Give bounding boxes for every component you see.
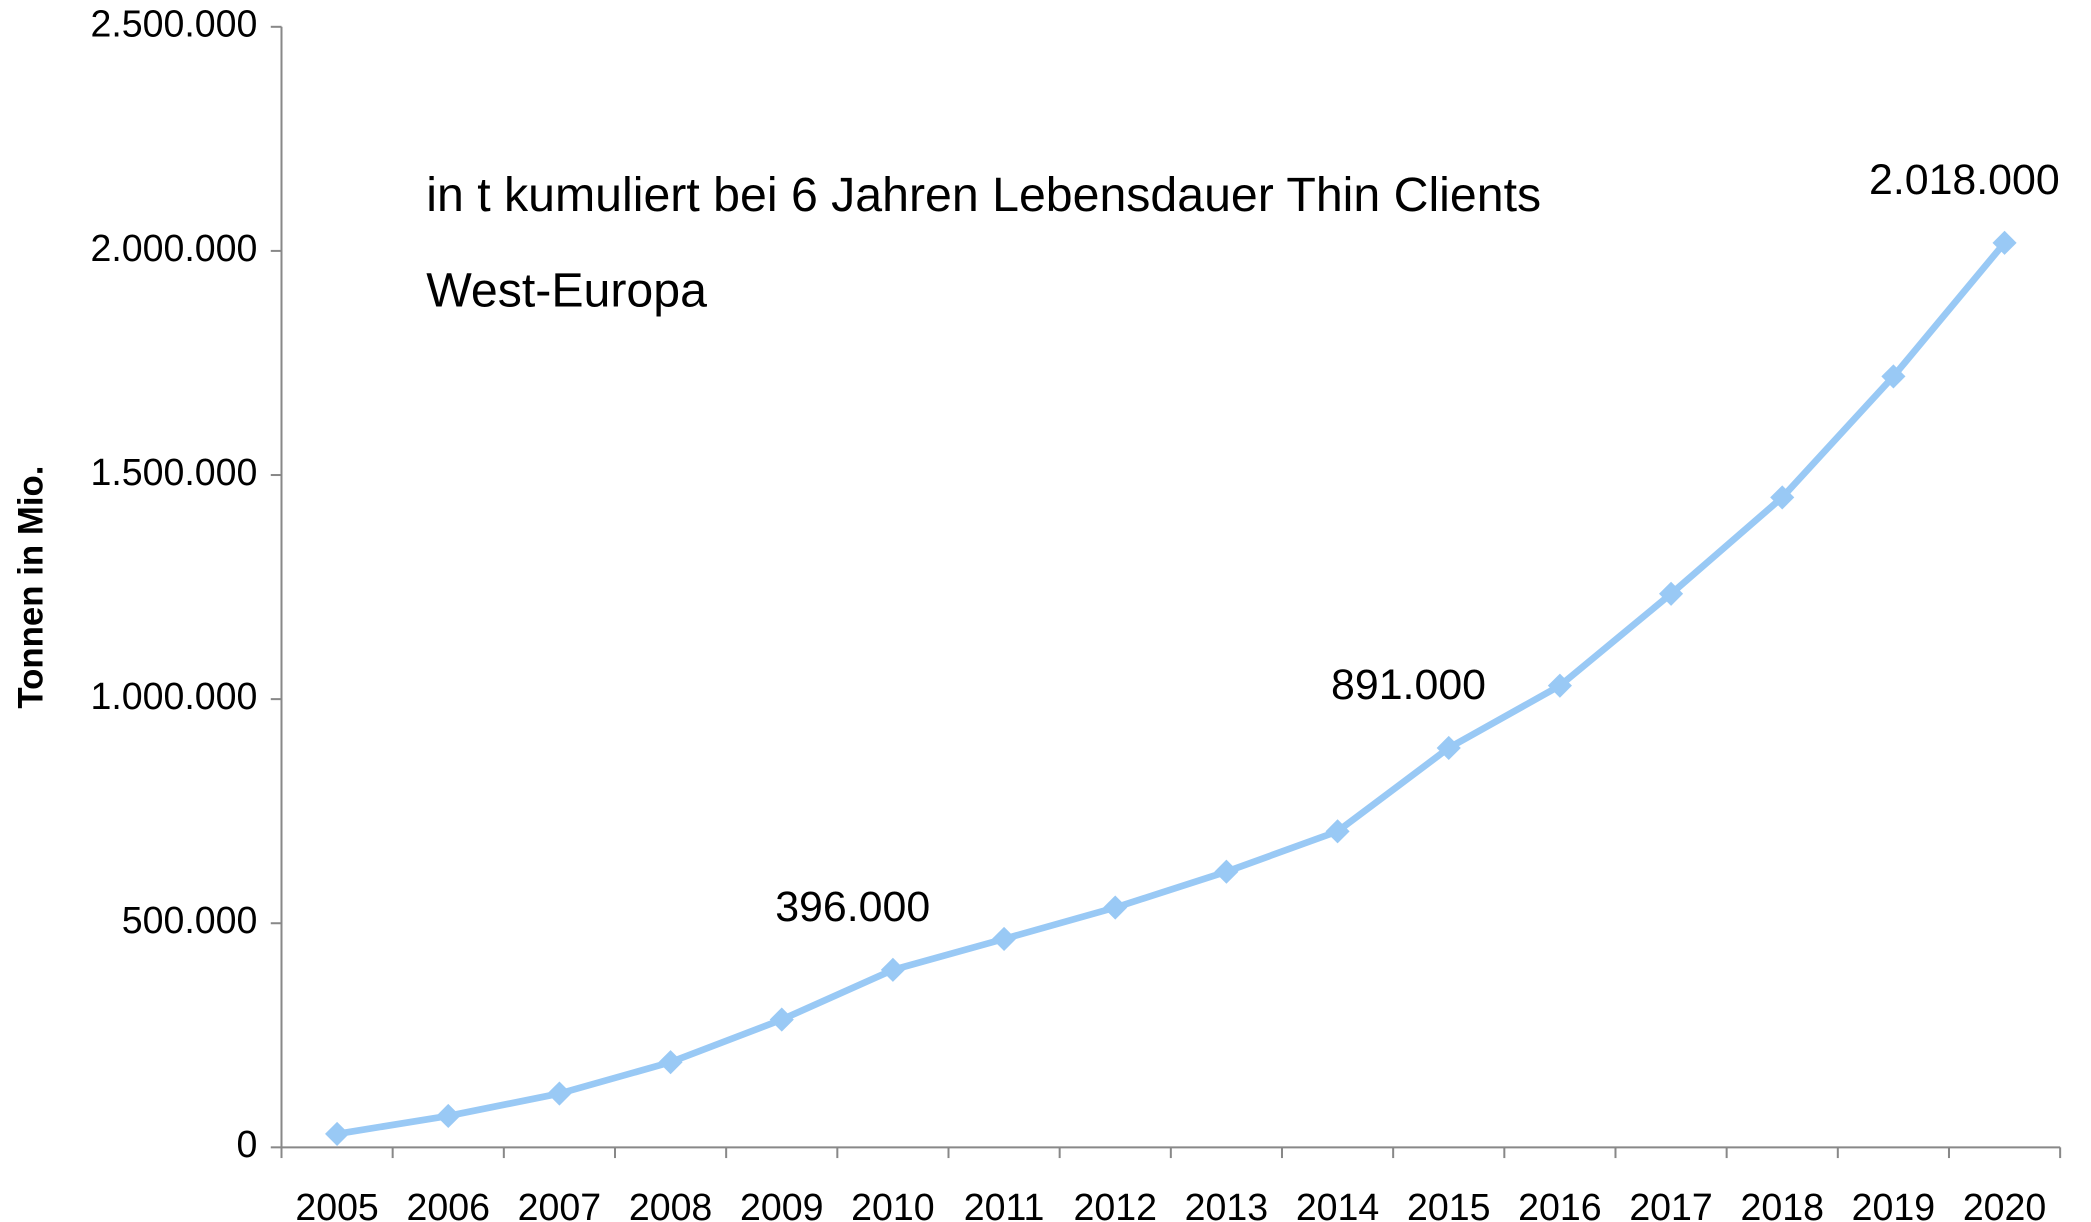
marker (1325, 819, 1350, 844)
x-tick-label: 2017 (1629, 1186, 1712, 1222)
marker (325, 1121, 350, 1146)
data-label: 891.000 (1331, 661, 1486, 709)
y-tick-label: 2.500.000 (90, 3, 257, 45)
marker (1770, 485, 1795, 510)
x-tick-label: 2013 (1185, 1186, 1268, 1222)
marker (547, 1081, 572, 1106)
x-tick-label: 2006 (407, 1186, 490, 1222)
marker (1881, 364, 1906, 389)
y-tick-label: 0 (236, 1123, 257, 1165)
x-tick-label: 2007 (518, 1186, 601, 1222)
x-tick-label: 2014 (1296, 1186, 1379, 1222)
marker (436, 1103, 461, 1129)
marker (1103, 895, 1128, 920)
x-tick-label: 2009 (740, 1186, 823, 1222)
y-tick-label: 500.000 (122, 899, 258, 941)
annotation: in t kumuliert bei 6 Jahren Lebensdauer … (426, 168, 1541, 222)
x-tick-label: 2011 (964, 1186, 1045, 1222)
y-tick-label: 1.500.000 (90, 451, 257, 493)
y-tick-label: 1.000.000 (90, 675, 257, 717)
marker (1992, 230, 2017, 255)
x-tick-label: 2016 (1518, 1186, 1601, 1222)
marker (658, 1050, 683, 1075)
marker (769, 1007, 794, 1032)
marker (880, 957, 905, 982)
marker (1436, 735, 1461, 761)
y-tick-label: 2.000.000 (90, 227, 257, 269)
x-tick-label: 2008 (629, 1186, 712, 1222)
x-tick-label: 2012 (1074, 1186, 1157, 1222)
x-tick-label: 2020 (1963, 1186, 2046, 1222)
annotation: West-Europa (426, 263, 707, 317)
x-tick-label: 2015 (1407, 1186, 1490, 1222)
x-tick-label: 2010 (851, 1186, 934, 1222)
x-tick-label: 2005 (295, 1186, 378, 1222)
marker (992, 926, 1017, 951)
marker (1214, 859, 1239, 884)
x-tick-label: 2019 (1852, 1186, 1935, 1222)
x-tick-label: 2018 (1740, 1186, 1823, 1222)
data-label: 2.018.000 (1869, 156, 2060, 204)
data-label: 396.000 (775, 883, 930, 931)
line (336, 240, 2008, 1138)
marker (1659, 581, 1684, 606)
y-axis-label: Tonnen in Mio. (12, 466, 51, 709)
